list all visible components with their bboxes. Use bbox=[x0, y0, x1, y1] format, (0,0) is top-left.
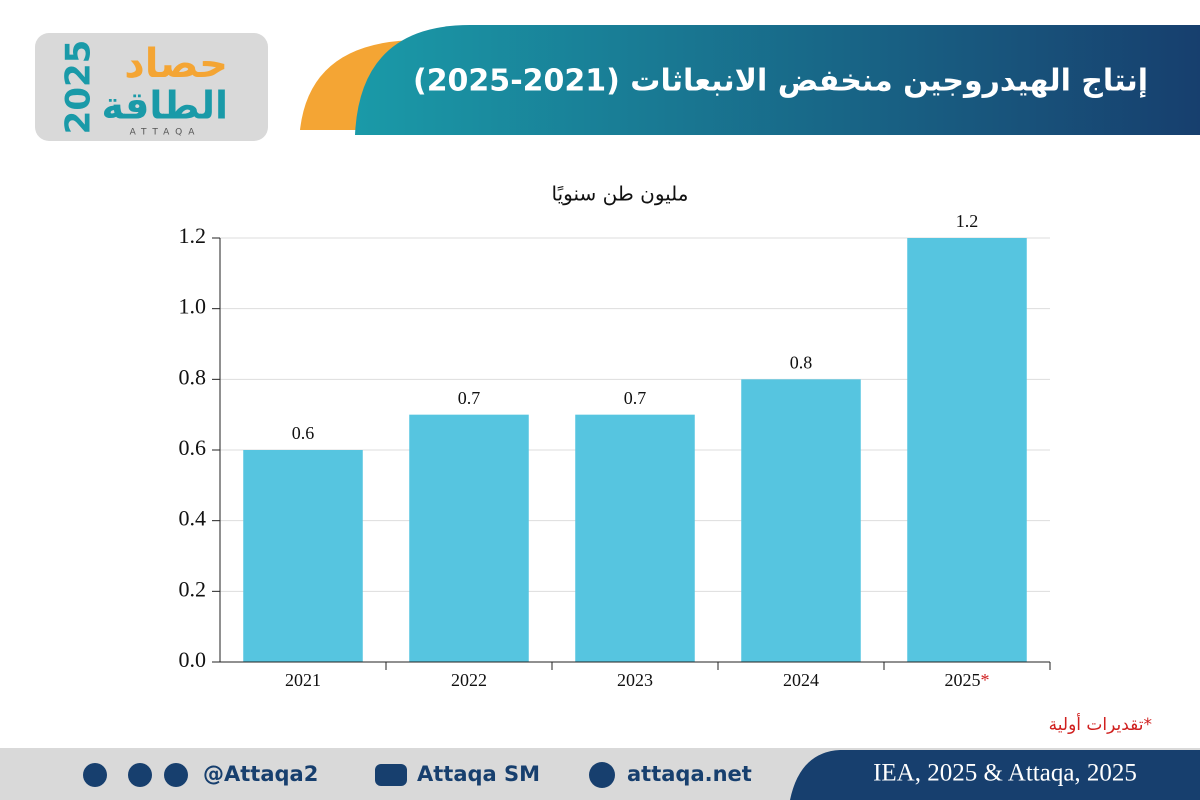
value-label: 0.7 bbox=[624, 388, 647, 408]
y-tick-label: 0.0 bbox=[179, 647, 207, 672]
logo-box bbox=[35, 33, 268, 141]
youtube-icon bbox=[375, 764, 407, 786]
value-label: 0.7 bbox=[458, 388, 481, 408]
source: IEA, 2025 & Attaqa, 2025 bbox=[873, 760, 1137, 787]
value-label: 0.6 bbox=[292, 423, 315, 443]
x-tick-label: 2021 bbox=[285, 670, 321, 690]
youtube-handle: Attaqa SM bbox=[417, 762, 540, 786]
bar bbox=[575, 414, 695, 662]
x-icon bbox=[83, 763, 107, 787]
logo-word: الطاقة bbox=[101, 84, 228, 128]
bar bbox=[409, 414, 529, 662]
chart-title: إنتاج الهيدروجين منخفض الانبعاثات (2021-… bbox=[413, 64, 1148, 99]
x-tick-label: 2022 bbox=[451, 670, 487, 690]
bar bbox=[907, 238, 1027, 662]
y-tick-label: 1.0 bbox=[179, 294, 207, 319]
value-label: 0.8 bbox=[790, 352, 813, 372]
footer-source-box bbox=[790, 750, 1200, 800]
facebook-icon bbox=[164, 763, 188, 787]
logo-word: حصاد bbox=[124, 41, 228, 87]
x-tick-label: 2024 bbox=[783, 670, 819, 690]
value-label: 1.2 bbox=[956, 211, 979, 231]
logo-brand: ATTAQA bbox=[130, 128, 201, 138]
plot: 0.0 0.2 0.4 0.6 0.8 1.0 1.2 2021 0.6 2022 0.7 2023 0… bbox=[179, 211, 1051, 690]
social-handle: @Attaqa2 bbox=[203, 762, 318, 786]
x-tick-label: 2025* bbox=[945, 670, 990, 690]
y-tick-label: 0.4 bbox=[179, 506, 207, 531]
logo-year: 2025 bbox=[59, 40, 99, 135]
header-banner bbox=[355, 25, 1200, 135]
y-tick-label: 1.2 bbox=[179, 223, 207, 248]
y-tick-label: 0.6 bbox=[179, 435, 207, 460]
web-icon bbox=[589, 762, 615, 788]
bar bbox=[243, 450, 363, 662]
footnote: *تقديرات أولية bbox=[1049, 713, 1152, 735]
website: attaqa.net bbox=[627, 762, 752, 786]
x-tick-label: 2023 bbox=[617, 670, 653, 690]
bar bbox=[741, 379, 861, 662]
y-tick-label: 0.8 bbox=[179, 364, 207, 389]
unit-label: مليون طن سنويًا bbox=[551, 182, 688, 206]
y-tick-label: 0.2 bbox=[179, 576, 207, 601]
instagram-icon bbox=[128, 763, 152, 787]
